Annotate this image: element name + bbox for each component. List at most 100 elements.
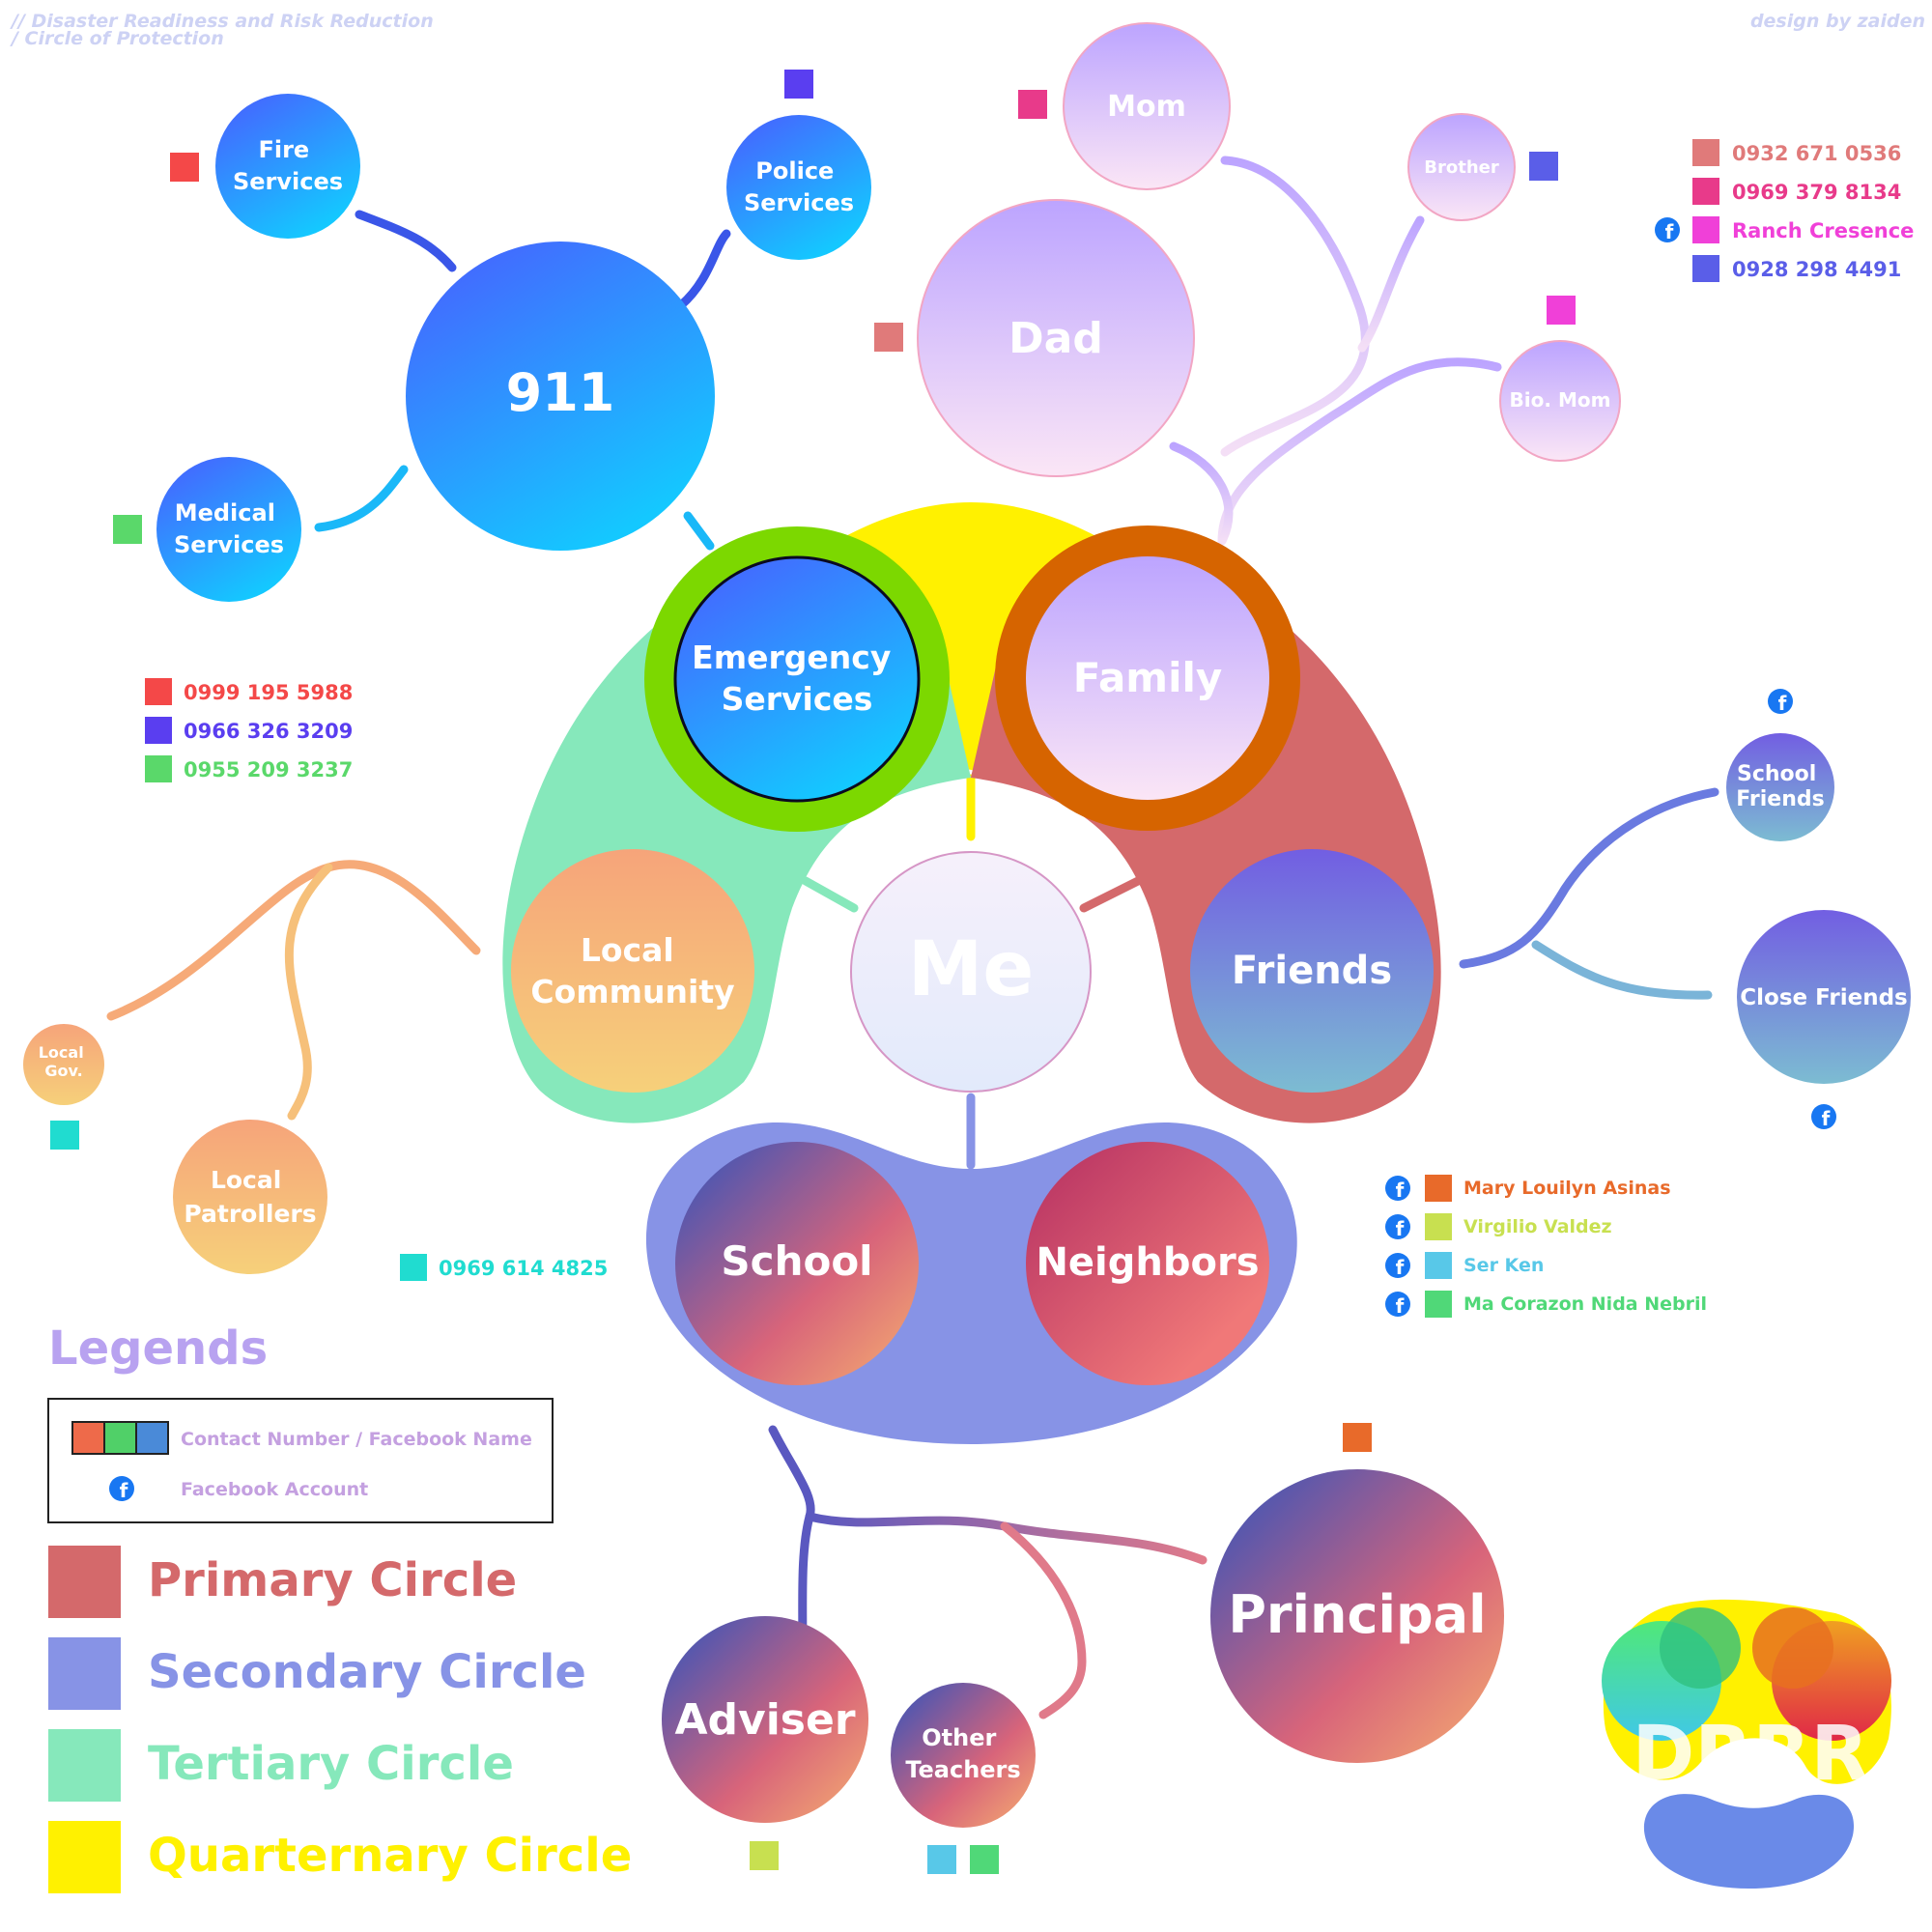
school-circle[interactable] — [675, 1142, 919, 1385]
contact-swatch — [1692, 255, 1719, 282]
neighbors-label: Neighbors — [1036, 1240, 1259, 1285]
teacher-contact-swatch — [970, 1845, 999, 1874]
facebook-name: Mary Louilyn Asinas — [1463, 1178, 1671, 1199]
facebook-icon: f — [1768, 689, 1793, 715]
secondary-circle-swatch — [48, 1637, 121, 1710]
facebook-name: Ser Ken — [1463, 1255, 1544, 1276]
medical-services-circle[interactable] — [156, 457, 301, 602]
legend-contact-text: Contact Number / Facebook Name — [181, 1429, 532, 1450]
svg-text:f: f — [1778, 692, 1787, 715]
contact-number: 0969 379 8134 — [1732, 181, 1901, 204]
principal-contact-swatch — [1343, 1423, 1372, 1452]
svg-text:f: f — [120, 1479, 128, 1502]
friends-circle[interactable] — [1190, 849, 1434, 1093]
contact-number: 0928 298 4491 — [1732, 258, 1901, 281]
neighbors-circle[interactable] — [1026, 1142, 1269, 1385]
svg-text:f: f — [1396, 1217, 1405, 1240]
facebook-name: Ma Corazon Nida Nebril — [1463, 1293, 1707, 1315]
facebook-icon: f — [1385, 1253, 1410, 1279]
other-teachers-circle[interactable] — [891, 1683, 1036, 1828]
school-friends-circle[interactable] — [1726, 733, 1834, 841]
header-title: // Disaster Readiness and Risk Reduction — [10, 11, 434, 32]
bio-mom-contact-swatch — [1547, 296, 1576, 325]
me-label: Me — [908, 926, 1035, 1013]
contact-swatch — [145, 755, 172, 782]
contact-number: 0932 671 0536 — [1732, 142, 1901, 165]
me-circle[interactable] — [850, 851, 1092, 1093]
connector-lines — [106, 156, 1719, 1719]
school-label: School — [721, 1237, 872, 1285]
contact-number: 0955 209 3237 — [184, 758, 353, 781]
family-label: Family — [1073, 654, 1223, 701]
header-subtitle: / Circle of Protection — [10, 28, 224, 49]
local-gov-contact-swatch — [50, 1121, 79, 1150]
principal-circle[interactable] — [1210, 1469, 1504, 1763]
contact-swatch — [1425, 1252, 1452, 1279]
emergency-services-label: Emergency Services — [692, 639, 902, 718]
bio-mom-label: Bio. Mom — [1510, 388, 1611, 412]
fire-contact-swatch — [170, 153, 199, 182]
local-gov-label: Local Gov. — [39, 1043, 90, 1080]
hotline-911-label: 911 — [506, 362, 615, 423]
legend-swatch — [135, 1421, 169, 1455]
logo-text: DRRR — [1633, 1711, 1869, 1798]
facebook-name: Virgilio Valdez — [1463, 1216, 1612, 1237]
svg-text:f: f — [1396, 1294, 1405, 1318]
quarternary-circle-swatch — [48, 1821, 121, 1893]
primary-circle-label: Primary Circle — [148, 1553, 517, 1607]
mom-circle[interactable] — [1063, 22, 1231, 190]
dad-contact-swatch — [874, 323, 903, 352]
hotline-911-circle[interactable] — [406, 242, 715, 551]
facebook-icon: f — [109, 1476, 134, 1502]
facebook-name: Ranch Cresence — [1732, 219, 1914, 242]
facebook-icon: f — [1811, 1104, 1836, 1130]
school-friends-label: School Friends — [1736, 762, 1824, 811]
police-contact-swatch — [784, 70, 813, 99]
secondary-circle-label: Secondary Circle — [148, 1645, 586, 1699]
mom-contact-swatch — [1018, 90, 1047, 119]
police-services-circle[interactable] — [726, 115, 871, 260]
close-friends-circle[interactable] — [1737, 910, 1911, 1084]
legend-swatch — [103, 1421, 137, 1455]
facebook-icon: f — [1385, 1214, 1410, 1240]
local-community-circle[interactable] — [511, 849, 754, 1093]
local-patrollers-label: Local Patrollers — [184, 1166, 316, 1228]
legend-swatch — [71, 1421, 105, 1455]
contact-swatch — [145, 717, 172, 744]
medical-services-label: Medical Services — [174, 499, 284, 558]
svg-text:f: f — [1396, 1256, 1405, 1279]
bio-mom-circle[interactable] — [1499, 340, 1621, 462]
adviser-circle[interactable] — [662, 1616, 868, 1823]
legend: Legends Contact Number / Facebook Name f… — [47, 1321, 632, 1893]
local-patrollers-circle[interactable] — [173, 1120, 327, 1274]
brother-contact-swatch — [1529, 152, 1558, 181]
family-circle[interactable] — [1026, 556, 1269, 800]
facebook-icon: f — [1385, 1292, 1410, 1318]
local-gov-circle[interactable] — [23, 1024, 104, 1105]
legend-facebook-text: Facebook Account — [181, 1479, 368, 1500]
dad-label: Dad — [1009, 314, 1103, 363]
principal-label: Principal — [1228, 1584, 1486, 1645]
close-friends-label: Close Friends — [1740, 985, 1907, 1010]
tertiary-circle-label: Tertiary Circle — [148, 1737, 514, 1791]
tertiary-circle-swatch — [48, 1729, 121, 1802]
contact-number: 0999 195 5988 — [184, 681, 353, 704]
family-contact-list: 0932 671 0536 0969 379 8134 f Ranch Cres… — [1655, 139, 1914, 282]
emergency-services-circle[interactable] — [673, 555, 921, 803]
svg-text:f: f — [1665, 220, 1674, 243]
brother-label: Brother — [1424, 157, 1499, 178]
svg-text:f: f — [1396, 1179, 1405, 1202]
brother-circle[interactable] — [1407, 113, 1516, 221]
contact-swatch — [1425, 1175, 1452, 1202]
contact-swatch — [1692, 139, 1719, 166]
friends-label: Friends — [1232, 949, 1392, 993]
dad-circle[interactable] — [917, 199, 1195, 477]
design-credit: design by zaiden — [1750, 11, 1925, 32]
fire-services-circle[interactable] — [215, 94, 360, 239]
teacher-contact-swatch — [927, 1845, 956, 1874]
svg-text:f: f — [1822, 1107, 1831, 1130]
other-teachers-label: Other Teachers — [905, 1724, 1020, 1783]
primary-circle-swatch — [48, 1546, 121, 1618]
community-contact: 0969 614 4825 — [400, 1254, 608, 1281]
